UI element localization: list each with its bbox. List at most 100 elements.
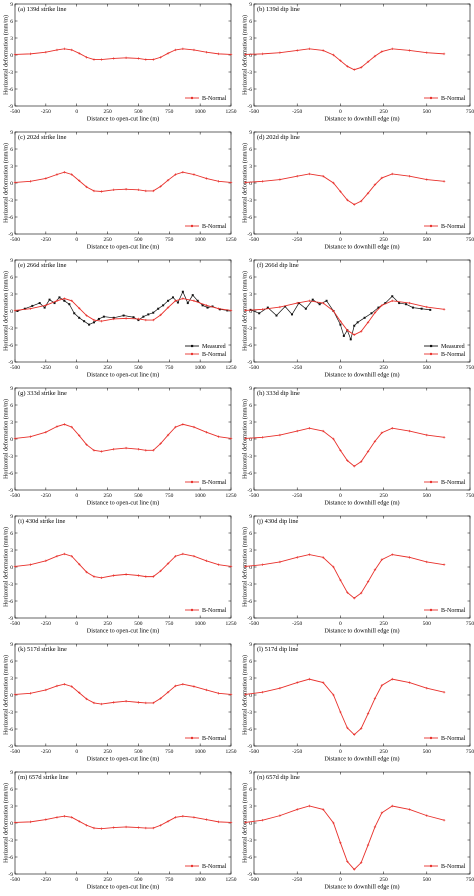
x-tick-label: 0	[339, 365, 342, 371]
x-tick-label: 1000	[195, 493, 206, 499]
legend-label: B-Normal	[441, 480, 466, 486]
data-point-b-normal	[70, 173, 73, 176]
y-tick-label: 3	[10, 292, 13, 298]
data-point-b-normal	[192, 48, 196, 52]
data-point-b-normal	[359, 330, 363, 333]
data-point-measured	[171, 296, 174, 299]
data-point-b-normal	[44, 559, 48, 562]
data-point-b-normal	[159, 313, 162, 317]
x-tick-label: 500	[423, 749, 432, 755]
data-point-measured	[68, 303, 71, 306]
data-point-b-normal	[321, 681, 325, 684]
y-tick-label: 9	[249, 130, 252, 136]
series-line-b-normal	[245, 805, 445, 871]
data-point-b-normal	[346, 198, 349, 202]
legend-label: B-Normal	[202, 736, 227, 742]
y-tick-label: -3	[247, 582, 252, 588]
y-tick-label: -9	[8, 872, 13, 878]
data-point-measured	[122, 314, 125, 317]
data-point-b-normal	[13, 565, 17, 568]
data-point-b-normal	[63, 47, 66, 50]
data-point-b-normal	[192, 685, 196, 688]
data-point-b-normal	[174, 684, 177, 688]
legend-marker	[190, 96, 194, 100]
data-point-measured	[176, 301, 179, 304]
x-axis-label: Distance to open-cut line (m)	[87, 756, 160, 763]
data-point-b-normal	[373, 311, 377, 314]
data-point-b-normal	[308, 172, 311, 176]
data-point-measured	[167, 299, 170, 302]
data-point-b-normal	[100, 320, 103, 323]
y-tick-label: 6	[10, 787, 13, 793]
data-point-measured	[304, 307, 307, 310]
data-point-b-normal	[332, 437, 335, 441]
data-point-b-normal	[63, 815, 66, 818]
data-point-measured	[16, 310, 19, 312]
x-tick-label: -250	[41, 365, 51, 371]
series-line-b-normal	[245, 427, 445, 467]
panel-title: (f) 266d dip line	[257, 262, 299, 269]
data-point-b-normal	[244, 181, 247, 184]
data-point-measured	[377, 306, 380, 309]
data-point-b-normal	[44, 50, 48, 54]
x-tick-label: 500	[423, 109, 432, 115]
data-point-measured	[31, 304, 34, 307]
data-point-b-normal	[124, 700, 128, 703]
data-point-b-normal	[44, 177, 48, 180]
data-point-measured	[63, 299, 66, 302]
data-point-b-normal	[70, 425, 73, 429]
y-tick-label: 6	[249, 275, 252, 281]
y-tick-label: 9	[10, 770, 13, 776]
data-point-b-normal	[124, 825, 128, 829]
data-point-b-normal	[244, 693, 247, 696]
x-tick-label: 250	[103, 109, 112, 115]
data-point-b-normal	[55, 48, 59, 52]
panel-i: 9 6 3 0 -3 -6 -9-500 -250 0 250 500 750 1000 1250 Dist…	[3, 514, 237, 635]
data-point-b-normal	[244, 437, 247, 440]
data-point-b-normal	[85, 56, 88, 59]
x-tick-label: 500	[134, 621, 143, 627]
panel-k: 9 6 3 0 -3 -6 -9-500 -250 0 250 500 750 1000 1250 Dist…	[3, 642, 237, 763]
data-point-b-normal	[380, 811, 384, 814]
y-axis-label: Horizontal deformation (mm/m)	[242, 655, 249, 735]
y-tick-label: -6	[247, 855, 252, 861]
y-tick-label: 6	[10, 19, 13, 25]
data-point-measured	[318, 303, 321, 306]
data-point-b-normal	[339, 578, 342, 582]
data-point-measured	[48, 298, 51, 301]
data-point-b-normal	[296, 681, 299, 684]
x-tick-label: 500	[423, 365, 432, 371]
x-tick-label: 1250	[226, 493, 237, 499]
x-tick-label: 0	[75, 493, 78, 499]
data-point-measured	[97, 317, 100, 320]
series-line-b-normal	[14, 553, 232, 579]
data-point-b-normal	[181, 423, 185, 426]
legend-marker	[429, 352, 433, 356]
data-point-b-normal	[159, 697, 162, 700]
data-point-b-normal	[332, 181, 335, 185]
legend-label: B-Normal	[202, 480, 227, 486]
y-tick-label: -3	[247, 70, 252, 76]
x-tick-label: 750	[165, 749, 174, 755]
data-point-b-normal	[391, 299, 394, 302]
y-tick-label: 0	[10, 693, 13, 699]
data-point-b-normal	[159, 569, 162, 573]
x-tick-label: -250	[292, 109, 302, 115]
y-tick-label: 3	[10, 676, 13, 682]
y-tick-label: 3	[249, 676, 252, 682]
data-point-measured	[43, 306, 46, 309]
data-point-b-normal	[77, 434, 81, 437]
x-tick-label: 500	[423, 621, 432, 627]
data-point-b-normal	[278, 305, 282, 309]
data-point-b-normal	[92, 575, 96, 578]
data-point-b-normal	[391, 427, 394, 430]
y-tick-label: -9	[247, 872, 252, 878]
y-tick-label: 9	[10, 642, 13, 648]
y-tick-label: 3	[249, 164, 252, 170]
data-point-b-normal	[144, 575, 148, 578]
data-point-b-normal	[166, 178, 170, 182]
data-point-measured	[186, 302, 189, 305]
x-tick-label: 0	[339, 237, 342, 243]
data-point-measured	[88, 323, 91, 326]
